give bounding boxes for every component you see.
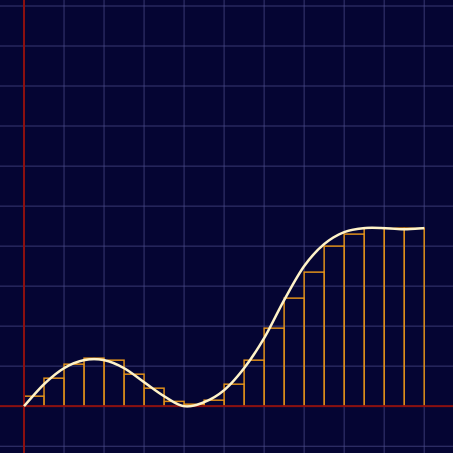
curve-line [23, 226, 425, 408]
